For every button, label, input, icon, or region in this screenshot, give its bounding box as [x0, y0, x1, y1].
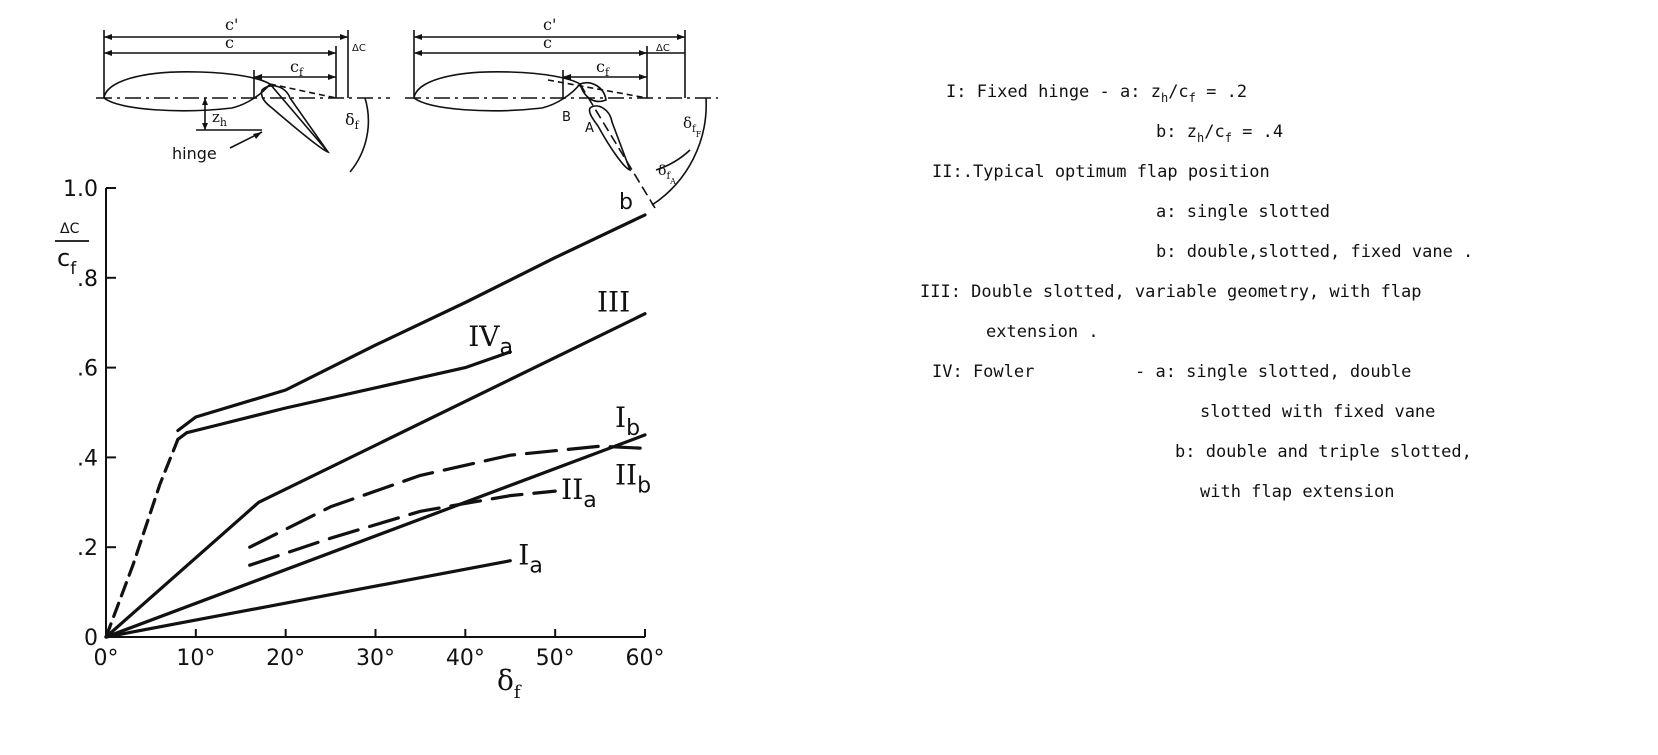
zh-label: zh: [212, 108, 227, 129]
y-label-numerator: ΔC: [60, 221, 80, 237]
legend-IV: IV: Fowler: [932, 362, 1035, 382]
hinge-label: hinge: [172, 144, 217, 163]
curve-label-iva: IVa: [468, 320, 513, 360]
point-b-label: B: [562, 110, 571, 125]
legend-II-b: b: double,slotted, fixed vane .: [1156, 242, 1474, 262]
airfoil-right: [413, 70, 582, 112]
series-iii: [104, 312, 647, 639]
x-axis-label: δf: [497, 664, 522, 703]
legend-IV-a-cont: slotted with fixed vane: [1200, 402, 1436, 422]
series-iva-dashed: [104, 437, 180, 639]
curve-labels: Ia Ib IIa IIb III IVa b: [468, 190, 651, 579]
y-tick-label: .6: [77, 357, 98, 382]
curve-label-ia: Ia: [518, 539, 543, 579]
legend-III-cont: extension .: [986, 322, 1099, 342]
legend-III: III: Double slotted, variable geometry, …: [920, 282, 1422, 302]
diagram-left-labels: c' c ΔC cf zh hinge δf: [172, 15, 366, 163]
legend-IV-b: b: double and triple slotted,: [1175, 442, 1472, 462]
c-prime-label: c': [225, 15, 238, 34]
y-ticks: 0 .2 .4 .6 .8 1.0: [63, 177, 116, 651]
series-layer: [104, 213, 647, 639]
series-ib: [104, 433, 647, 639]
x-ticks: 0° 10° 20° 30° 40° 50° 60°: [94, 629, 665, 671]
legend-I-a: I: Fixed hinge - a: zh/cf = .2: [946, 82, 1248, 105]
series-iib: [248, 444, 647, 549]
x-tick-label: 60°: [626, 646, 665, 671]
c-prime-label-right: c': [543, 15, 556, 34]
legend-IV-b-cont: with flap extension: [1200, 482, 1395, 502]
diagram-left: [96, 30, 390, 173]
series-ia: [104, 559, 512, 639]
y-tick-label: .4: [77, 446, 98, 471]
point-a-label: A: [585, 121, 594, 136]
delta-fa-label: δfA: [658, 163, 676, 186]
cf-label: cf: [290, 57, 304, 79]
series-iia: [248, 489, 557, 567]
delta-c-label-right: ΔC: [656, 43, 670, 54]
curve-label-iii: III: [597, 286, 630, 319]
c-label-right: c: [543, 33, 552, 52]
x-tick-label: 10°: [176, 646, 215, 671]
airfoil-left: [103, 70, 272, 112]
x-tick-label: 40°: [446, 646, 485, 671]
flap-right: [588, 105, 632, 172]
y-tick-label: .2: [77, 536, 98, 561]
y-tick-label: 1.0: [63, 177, 98, 202]
legend-II: II:.Typical optimum flap position: [932, 162, 1270, 182]
y-tick-label: 0: [84, 626, 98, 651]
delta-c-label: ΔC: [352, 43, 366, 54]
legend-II-a: a: single slotted: [1156, 202, 1330, 222]
y-tick-label: .8: [77, 267, 98, 292]
flap-chart: c' c ΔC cf zh hinge δf c' c ΔC cf B A δf…: [55, 15, 718, 703]
plot-area: 0° 10° 20° 30° 40° 50° 60° 0 .2 .4 .6 .8 1.0 Ia Ib II…: [63, 177, 665, 671]
cf-label-right: cf: [596, 57, 610, 79]
x-tick-label: 30°: [356, 646, 395, 671]
y-label-denominator: cf: [57, 244, 77, 279]
c-label: c: [225, 33, 234, 52]
delta-ff-label: δfF: [683, 114, 702, 139]
diagram-right-labels: c' c ΔC cf B A δfF δfA: [543, 15, 702, 186]
flap-left: [260, 85, 331, 154]
curve-label-iia: IIa: [561, 473, 597, 513]
y-axis-label: ΔC cf: [55, 221, 89, 279]
x-tick-label: 0°: [94, 646, 119, 671]
x-tick-label: 20°: [266, 646, 305, 671]
x-tick-label: 50°: [536, 646, 575, 671]
curve-label-ib: Ib: [615, 401, 640, 441]
delta-f-label: δf: [345, 110, 360, 132]
diagram-right: [405, 30, 718, 209]
curve-label-iib: IIb: [615, 458, 651, 498]
series-iva: [176, 350, 512, 441]
legend-IV-a: - a: single slotted, double: [1135, 362, 1412, 382]
curve-label-ivb: b: [619, 190, 633, 215]
series-ivb: [176, 213, 647, 433]
legend-I-b: b: zh/cf = .4: [1156, 122, 1284, 145]
